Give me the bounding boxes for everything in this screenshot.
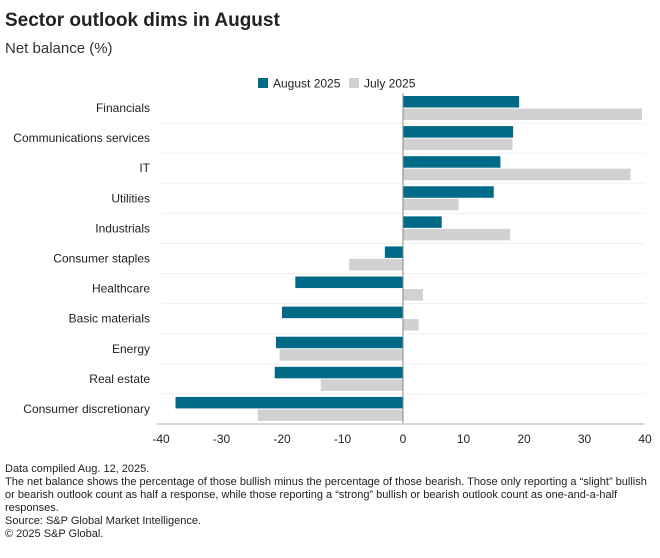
bar-july xyxy=(320,379,403,391)
footnotes: Data compiled Aug. 12, 2025. The net bal… xyxy=(5,463,655,541)
bar-july xyxy=(403,198,459,211)
category-label: Consumer staples xyxy=(53,252,150,266)
category-label: Real estate xyxy=(89,372,150,386)
category-label: Consumer discretionary xyxy=(23,402,150,416)
footnote-date: Data compiled Aug. 12, 2025. xyxy=(5,463,150,475)
bar-july xyxy=(403,168,631,181)
bar-july xyxy=(403,108,642,120)
category-label: Energy xyxy=(112,342,150,356)
x-tick-label: -30 xyxy=(213,432,231,446)
footnote-copyright: © 2025 S&P Global. xyxy=(5,528,104,540)
bar-august xyxy=(403,126,514,138)
x-tick-label: -20 xyxy=(273,432,291,446)
bar-august xyxy=(282,306,403,319)
footnote-source: Source: S&P Global Market Intelligence. xyxy=(5,515,202,527)
bar-july xyxy=(403,138,513,151)
x-tick-label: -40 xyxy=(152,432,170,446)
bar-august xyxy=(403,216,442,228)
bar-chart: Financials Communications services IT Utili… xyxy=(13,77,652,447)
bar-august xyxy=(275,336,403,349)
bar-july xyxy=(403,289,423,301)
bar-july xyxy=(403,228,511,241)
bar-july xyxy=(279,349,403,361)
x-tick-label: 10 xyxy=(457,432,471,446)
x-tick-label: 0 xyxy=(400,432,407,446)
bar-august xyxy=(403,96,520,108)
chart-title: Sector outlook dims in August xyxy=(5,10,280,31)
bar-july xyxy=(403,319,419,331)
category-label: IT xyxy=(139,161,150,175)
bar-july xyxy=(257,409,403,421)
bar-august xyxy=(403,156,501,168)
x-tick-label: 20 xyxy=(517,432,531,446)
category-label: Utilities xyxy=(111,191,150,205)
x-tick-label: 40 xyxy=(638,432,652,446)
chart-subtitle: Net balance (%) xyxy=(5,40,113,57)
bar-july xyxy=(349,258,403,271)
bar-august xyxy=(175,396,403,409)
legend-label: July 2025 xyxy=(364,77,416,91)
category-label: Industrials xyxy=(95,221,150,235)
bar-august xyxy=(274,366,403,379)
category-label: Basic materials xyxy=(69,312,150,326)
category-label: Financials xyxy=(96,101,150,115)
footnote-definition: The net balance shows the percentage of … xyxy=(5,476,647,514)
category-label: Communications services xyxy=(13,131,150,145)
x-tick-label: 30 xyxy=(578,432,592,446)
legend-swatch xyxy=(258,78,268,88)
bar-august xyxy=(295,276,403,289)
bar-august xyxy=(403,186,494,198)
legend-label: August 2025 xyxy=(273,77,341,91)
x-tick-label: -10 xyxy=(334,432,352,446)
bar-august xyxy=(384,246,403,258)
legend-swatch xyxy=(349,78,359,88)
category-label: Healthcare xyxy=(92,282,150,296)
